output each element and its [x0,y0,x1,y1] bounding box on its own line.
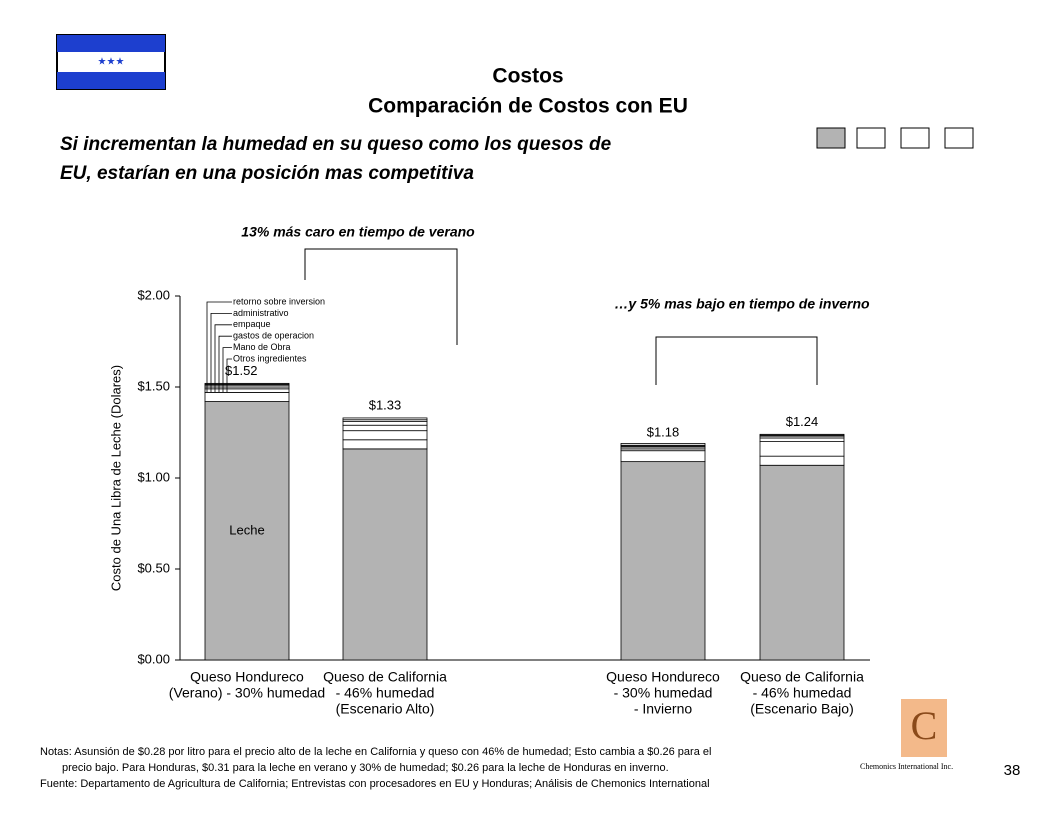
note: precio bajo. Para Honduras, $0.31 para l… [62,762,669,774]
bar-segment [759,437,845,442]
bar-segment [204,392,290,402]
leader-line [226,358,232,392]
leader-line [210,313,232,392]
x-tick-label: Queso de California [323,669,447,685]
note: Fuente: Departamento de Agricultura de C… [40,778,710,790]
headline: EU, estarían en una posición mas competi… [60,163,474,184]
company: Chemonics International Inc. [860,762,953,771]
total-label: $1.18 [647,425,680,440]
bracket [304,248,458,345]
logo: C [901,699,947,757]
bar-segment [759,464,845,661]
page-number: 38 [1004,762,1021,779]
x-tick-label: Queso Hondureco [606,669,720,685]
legend-label: administrativo [233,308,289,318]
y-tick-label: $2.00 [137,287,170,302]
x-tick-label: - Invierno [634,701,693,717]
bracket [655,336,818,385]
leader-line [206,301,232,392]
bar-segment [342,430,428,441]
bar-segment [759,433,845,436]
svg-text:★★★: ★★★ [98,57,125,68]
bar-segment [204,388,290,393]
headline: Si incrementan la humedad en su queso co… [60,134,612,155]
bar-segment [342,424,428,432]
x-tick-label: - 30% humedad [614,685,713,701]
bar-segment [204,401,290,661]
annotation: 13% más caro en tiempo de verano [241,224,475,240]
y-axis-label: Costo de Una Libra de Leche (Dolares) [108,365,123,591]
x-tick-label: - 46% humedad [753,685,852,701]
title: Costos [492,65,563,88]
total-label: $1.52 [225,363,258,378]
x-tick-label: (Verano) - 30% humedad [169,685,325,701]
y-tick-label: $0.00 [137,651,170,666]
svg-text:C: C [911,703,938,748]
legend-label: retorno sobre inversion [233,296,325,306]
leader-line [214,324,232,392]
x-tick-label: - 46% humedad [336,685,435,701]
bar-segment [759,441,845,457]
x-tick-label: Queso Hondureco [190,669,304,685]
bar-segment [342,448,428,661]
bar-segment [620,443,706,446]
y-tick-label: $1.00 [137,469,170,484]
segment-label: Leche [229,522,264,537]
legend-label: Mano de Obra [233,342,291,352]
bar-segment [620,461,706,661]
bar-segment [342,421,428,426]
total-label: $1.33 [369,397,402,412]
x-tick-label: (Escenario Alto) [336,701,435,717]
bar-segment [342,439,428,450]
annotation: …y 5% mas bajo en tiempo de inverno [614,296,870,312]
nav-boxes [816,127,974,149]
bar-segment [759,455,845,466]
bar-segment [204,382,290,385]
leader-line [218,335,232,392]
legend-label: Otros ingredientes [233,353,307,363]
y-tick-label: $0.50 [137,560,170,575]
x-tick-label: (Escenario Bajo) [750,701,854,717]
leader-line [222,347,232,392]
bar-segment [620,450,706,463]
legend-label: empaque [233,319,271,329]
total-label: $1.24 [786,414,819,429]
x-tick-label: Queso de California [740,669,864,685]
note: Notas: Asunsión de $0.28 por litro para … [40,746,711,758]
y-tick-label: $1.50 [137,378,170,393]
subtitle: Comparación de Costos con EU [368,95,688,118]
flag: ★★★ [56,34,166,90]
bar-segment [342,417,428,421]
legend-label: gastos de operacion [233,331,314,341]
